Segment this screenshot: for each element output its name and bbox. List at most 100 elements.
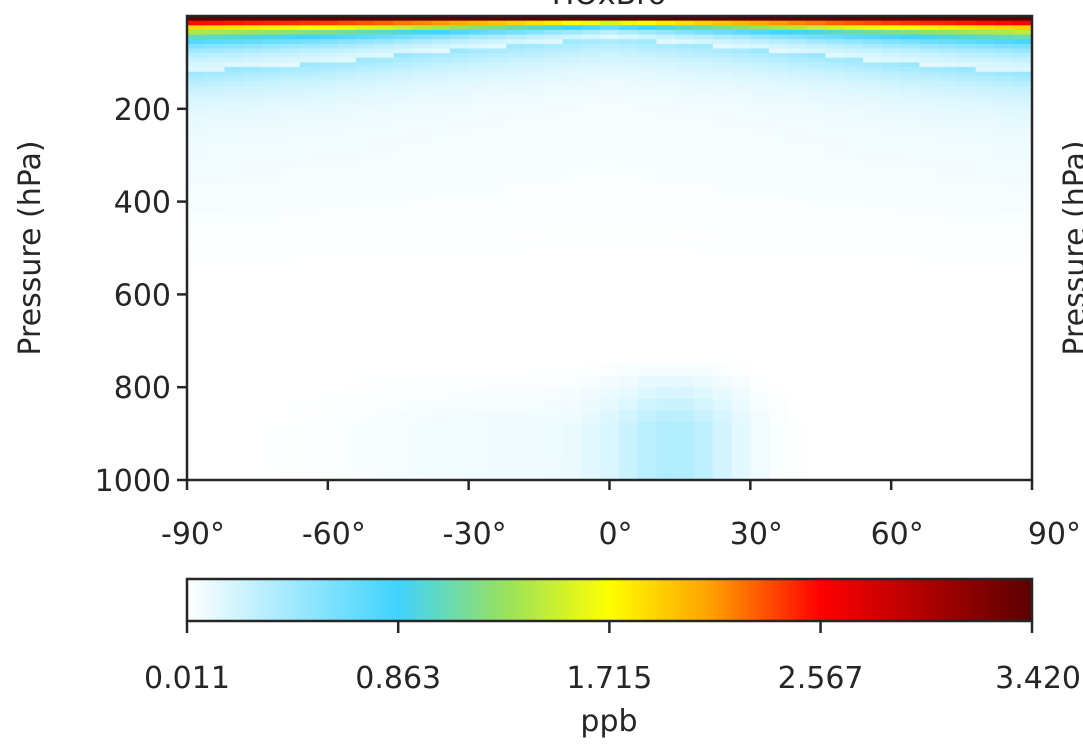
heatmap-cell bbox=[1013, 99, 1032, 105]
heatmap-cell bbox=[618, 132, 639, 145]
heatmap-cell bbox=[750, 48, 770, 54]
heatmap-cell bbox=[900, 76, 920, 82]
heatmap-cell bbox=[618, 62, 639, 68]
heatmap-cell bbox=[750, 76, 770, 82]
heatmap-cell bbox=[806, 80, 827, 87]
heatmap-cell bbox=[1013, 364, 1032, 377]
heatmap-cell bbox=[262, 113, 282, 119]
heatmap-cell bbox=[975, 127, 996, 133]
heatmap-cell bbox=[712, 85, 733, 91]
heatmap-cell bbox=[506, 16, 526, 22]
heatmap-cell bbox=[618, 71, 639, 77]
heatmap-cell bbox=[374, 329, 395, 342]
heatmap-cell bbox=[600, 456, 620, 469]
heatmap-cell bbox=[806, 108, 827, 115]
heatmap-cell bbox=[731, 201, 751, 214]
heatmap-cell bbox=[243, 39, 263, 45]
heatmap-cell bbox=[975, 113, 996, 119]
heatmap-cell bbox=[337, 108, 357, 115]
heatmap-cell bbox=[618, 317, 639, 330]
heatmap-cell bbox=[562, 433, 582, 446]
heatmap-cell bbox=[431, 80, 451, 87]
heatmap-cell bbox=[881, 306, 902, 319]
heatmap-cell bbox=[637, 43, 658, 50]
heatmap-cell bbox=[712, 143, 733, 156]
heatmap-cell bbox=[675, 76, 695, 82]
heatmap-cell bbox=[637, 48, 658, 54]
heatmap-cell bbox=[712, 127, 733, 133]
heatmap-cell bbox=[356, 39, 376, 45]
heatmap-cell bbox=[187, 90, 207, 96]
heatmap-cell bbox=[356, 34, 376, 40]
heatmap-cell bbox=[431, 53, 451, 59]
heatmap-cell bbox=[318, 57, 338, 63]
heatmap-cell bbox=[393, 271, 413, 284]
heatmap-cell bbox=[468, 113, 489, 119]
heatmap-cell bbox=[994, 340, 1014, 353]
heatmap-cell bbox=[825, 57, 845, 63]
heatmap-cell bbox=[318, 468, 338, 480]
heatmap-cell bbox=[187, 364, 207, 377]
heatmap-cell bbox=[205, 104, 226, 110]
heatmap-cell bbox=[468, 99, 489, 105]
heatmap-cell bbox=[618, 67, 639, 73]
heatmap-cell bbox=[750, 410, 770, 423]
heatmap-cell bbox=[581, 118, 601, 124]
heatmap-cell bbox=[525, 104, 545, 110]
heatmap-cell bbox=[543, 71, 564, 77]
heatmap-cell bbox=[919, 410, 939, 423]
heatmap-cell bbox=[994, 16, 1014, 22]
heatmap-cell bbox=[449, 43, 470, 50]
heatmap-cell bbox=[318, 71, 338, 77]
heatmap-cell bbox=[618, 259, 639, 272]
heatmap-cell bbox=[694, 71, 714, 77]
heatmap-cell bbox=[393, 99, 413, 105]
heatmap-cell bbox=[506, 94, 526, 101]
heatmap-cell bbox=[938, 271, 958, 284]
heatmap-cell bbox=[656, 48, 676, 54]
heatmap-cell bbox=[506, 248, 526, 261]
heatmap-cell bbox=[356, 340, 376, 353]
heatmap-cell bbox=[356, 143, 376, 156]
heatmap-cell bbox=[374, 178, 395, 191]
heatmap-cell bbox=[262, 132, 282, 145]
heatmap-cell bbox=[449, 48, 470, 54]
heatmap-cell bbox=[994, 190, 1014, 203]
heatmap-cell bbox=[825, 16, 845, 22]
heatmap-cell bbox=[938, 85, 958, 91]
heatmap-cell bbox=[994, 62, 1014, 68]
heatmap-cell bbox=[205, 29, 226, 36]
heatmap-cell bbox=[656, 468, 676, 480]
heatmap-cell bbox=[374, 122, 395, 128]
heatmap-cell bbox=[618, 48, 639, 54]
heatmap-cell bbox=[694, 248, 714, 261]
x-tick-label: -90° bbox=[161, 517, 225, 552]
heatmap-cell bbox=[975, 155, 996, 168]
heatmap-cell bbox=[318, 104, 338, 110]
heatmap-cell bbox=[656, 398, 676, 411]
heatmap-cell bbox=[393, 282, 413, 295]
heatmap-cell bbox=[731, 340, 751, 353]
heatmap-cell bbox=[543, 43, 564, 50]
heatmap-cell bbox=[581, 375, 601, 388]
heatmap-cell bbox=[825, 294, 845, 307]
heatmap-cell bbox=[581, 433, 601, 446]
heatmap-cell bbox=[938, 410, 958, 423]
heatmap-cell bbox=[750, 155, 770, 168]
heatmap-cell bbox=[975, 433, 996, 446]
heatmap-cell bbox=[525, 90, 545, 96]
heatmap-cell bbox=[449, 340, 470, 353]
heatmap-cell bbox=[806, 364, 827, 377]
heatmap-cell bbox=[694, 282, 714, 295]
heatmap-cell bbox=[656, 271, 676, 284]
heatmap-cell bbox=[318, 398, 338, 411]
x-tick-label: 0° bbox=[598, 517, 632, 552]
heatmap-cell bbox=[750, 132, 770, 145]
heatmap-cell bbox=[393, 76, 413, 82]
heatmap-cell bbox=[487, 34, 507, 40]
heatmap-cell bbox=[543, 271, 564, 284]
heatmap-cell bbox=[280, 67, 301, 73]
heatmap-cell bbox=[694, 468, 714, 480]
heatmap-cell bbox=[581, 90, 601, 96]
heatmap-cell bbox=[449, 468, 470, 480]
